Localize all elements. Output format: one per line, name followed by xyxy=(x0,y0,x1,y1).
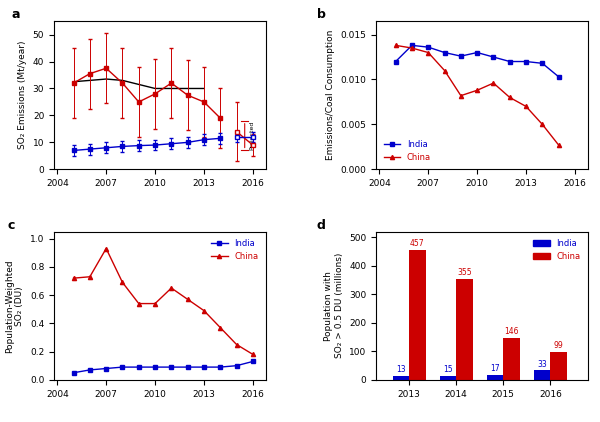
India xyxy=(103,366,110,371)
China xyxy=(135,301,142,306)
China xyxy=(119,280,126,285)
Bar xyxy=(409,249,425,380)
India xyxy=(233,363,240,368)
China xyxy=(490,81,497,86)
India xyxy=(200,365,208,370)
Bar xyxy=(487,375,503,380)
India xyxy=(555,74,562,79)
India xyxy=(249,359,256,364)
India xyxy=(70,370,77,375)
China xyxy=(200,308,208,313)
India xyxy=(392,59,399,64)
China xyxy=(168,286,175,291)
China xyxy=(441,68,448,73)
Text: c: c xyxy=(7,219,15,232)
Text: 17: 17 xyxy=(490,364,500,373)
India xyxy=(217,365,224,370)
China xyxy=(184,297,191,302)
Text: b: b xyxy=(317,8,326,21)
Line: China: China xyxy=(71,246,255,357)
China xyxy=(86,274,94,279)
Text: 146: 146 xyxy=(504,327,519,336)
India xyxy=(119,365,126,370)
China xyxy=(539,122,546,127)
India xyxy=(506,59,514,64)
China xyxy=(425,50,432,55)
India xyxy=(409,43,416,48)
India xyxy=(425,45,432,50)
Text: d: d xyxy=(317,219,326,232)
Text: 99: 99 xyxy=(554,341,563,350)
India xyxy=(135,365,142,370)
China xyxy=(523,104,530,109)
China xyxy=(555,143,562,148)
Bar xyxy=(456,279,473,380)
China xyxy=(103,246,110,251)
Bar xyxy=(534,371,550,380)
Line: India: India xyxy=(72,360,254,374)
Y-axis label: Population with
SO₂ > 0.5 DU (millions): Population with SO₂ > 0.5 DU (millions) xyxy=(324,253,344,358)
Y-axis label: Population-Weighted
SO₂ (DU): Population-Weighted SO₂ (DU) xyxy=(5,259,25,352)
India xyxy=(523,59,530,64)
India xyxy=(151,365,158,370)
India xyxy=(457,54,464,59)
India xyxy=(441,50,448,55)
Text: a: a xyxy=(11,8,20,21)
Y-axis label: Emissions/Coal Consumption: Emissions/Coal Consumption xyxy=(326,30,335,160)
Text: 355: 355 xyxy=(457,268,472,277)
Bar xyxy=(503,338,520,380)
Y-axis label: SO₂ Emissions (Mt/year): SO₂ Emissions (Mt/year) xyxy=(18,41,27,149)
China xyxy=(151,301,158,306)
India xyxy=(86,368,94,373)
Line: India: India xyxy=(394,43,560,78)
India xyxy=(184,365,191,370)
Legend: India, China: India, China xyxy=(530,236,584,265)
Legend: India, China: India, China xyxy=(208,236,262,265)
China xyxy=(249,352,256,357)
Text: 33: 33 xyxy=(537,360,547,369)
China xyxy=(506,95,514,100)
China xyxy=(392,43,399,48)
India xyxy=(490,54,497,60)
China xyxy=(70,276,77,281)
Text: Projected: Projected xyxy=(250,121,254,150)
China xyxy=(233,342,240,347)
Bar xyxy=(550,352,567,380)
Text: 15: 15 xyxy=(443,365,453,374)
Text: 457: 457 xyxy=(410,239,425,248)
India xyxy=(168,365,175,370)
India xyxy=(473,50,481,55)
Line: China: China xyxy=(394,43,561,147)
Legend: India, China: India, China xyxy=(380,136,434,165)
Bar xyxy=(440,376,456,380)
China xyxy=(409,46,416,51)
Bar xyxy=(392,376,409,380)
Text: 13: 13 xyxy=(396,365,406,374)
China xyxy=(457,93,464,98)
India xyxy=(539,61,546,66)
China xyxy=(217,325,224,330)
China xyxy=(473,88,481,93)
